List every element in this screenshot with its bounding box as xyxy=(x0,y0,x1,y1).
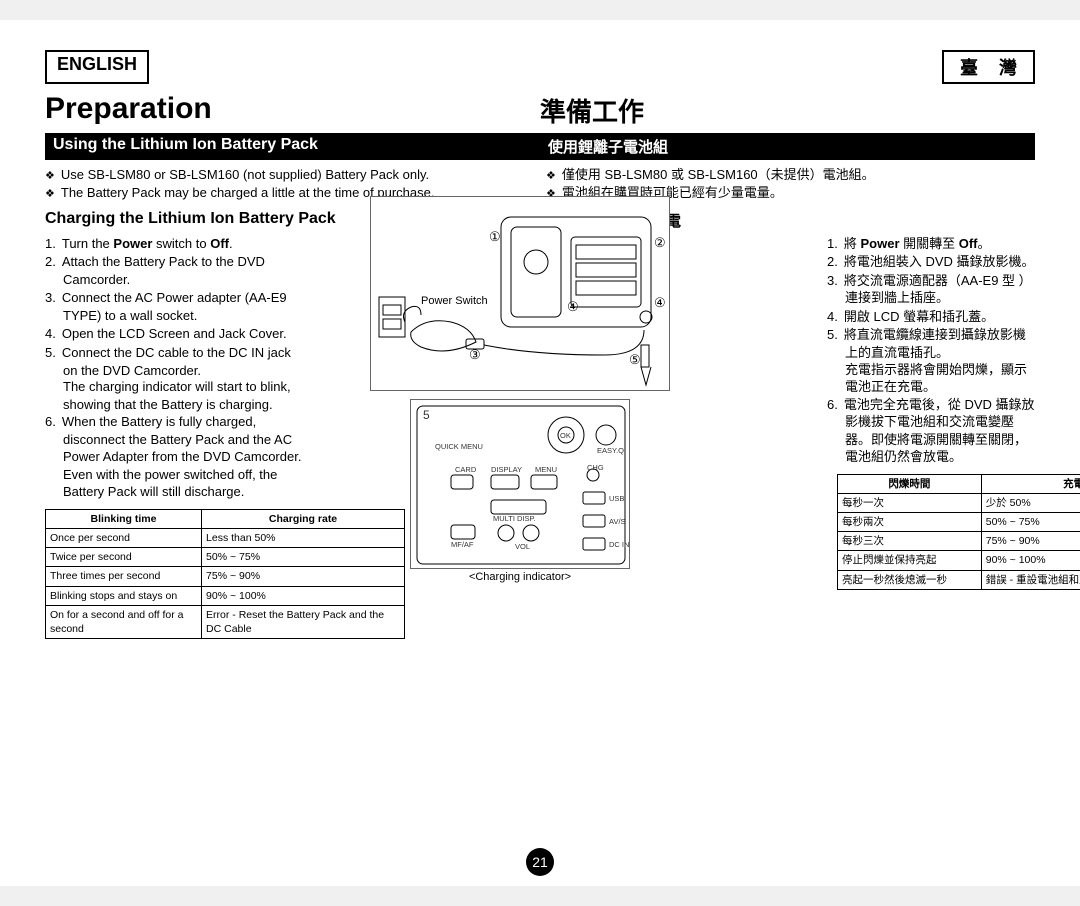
panel-lbl-display: DISPLAY xyxy=(491,465,522,474)
table-header: 充電率 xyxy=(981,474,1080,493)
callout-5: ⑤ xyxy=(629,352,641,368)
table-row: 每秒三次75% ~ 90% xyxy=(838,532,1080,551)
table-cell: 亮起一秒然後熄滅一秒 xyxy=(838,570,982,589)
callout-3: ③ xyxy=(469,347,481,363)
charging-table-zh: 閃爍時間充電率每秒一次少於 50%每秒兩次50% ~ 75%每秒三次75% ~ … xyxy=(837,474,1080,590)
table-cell: 每秒一次 xyxy=(838,493,982,512)
table-cell: 90% ~ 100% xyxy=(981,551,1080,570)
page-title-en: Preparation xyxy=(45,92,540,126)
table-row: 每秒一次少於 50% xyxy=(838,493,1080,512)
panel-five: 5 xyxy=(423,408,430,422)
panel-lbl-quick: QUICK MENU xyxy=(435,442,483,451)
table-row: 亮起一秒然後熄滅一秒錯誤 - 重設電池組和直流電纜線 xyxy=(838,570,1080,589)
panel-lbl-multi: MULTI DISP. xyxy=(493,514,536,523)
table-header: 閃爍時間 xyxy=(838,474,982,493)
steps-list-en: Turn the Power switch to Off.Attach the … xyxy=(45,235,305,501)
table-cell: 停止閃爍並保持亮起 xyxy=(838,551,982,570)
table-row: 每秒兩次50% ~ 75% xyxy=(838,513,1080,532)
step-sub: 充電指示器將會開始閃爍，顯示電池正在充電。 xyxy=(827,361,1035,396)
page-titles: Preparation 準備工作 xyxy=(45,92,1035,129)
panel-lbl-avs: AV/S xyxy=(609,517,626,526)
page-number-badge: 21 xyxy=(526,848,554,876)
table-cell: 每秒兩次 xyxy=(838,513,982,532)
panel-caption: <Charging indicator> xyxy=(370,571,670,583)
table-cell: Twice per second xyxy=(46,548,202,567)
page-title-zh: 準備工作 xyxy=(540,92,1035,129)
table-cell: Three times per second xyxy=(46,567,202,586)
step-sub: The charging indicator will start to bli… xyxy=(45,378,305,413)
table-cell: 50% ~ 75% xyxy=(981,513,1080,532)
section-heading-zh: 使用鋰離子電池組 xyxy=(540,133,1035,160)
table-cell: 少於 50% xyxy=(981,493,1080,512)
steps-column-zh: 將 Power 開關轉至 Off。將電池組裝入 DVD 攝錄放影機。將交流電源適… xyxy=(815,235,1035,639)
step-item: 開啟 LCD 螢幕和插孔蓋。 xyxy=(827,308,1035,326)
language-english-label: ENGLISH xyxy=(45,50,149,84)
panel-lbl-dcin: DC IN xyxy=(609,540,629,549)
step-item: 將電池組裝入 DVD 攝錄放影機。 xyxy=(827,253,1035,271)
step-item: 將 Power 開關轉至 Off。 xyxy=(827,235,1035,253)
connection-diagram: ① ② ③ ④ ④ ⑤ Power Switch xyxy=(370,196,670,391)
power-switch-label: Power Switch xyxy=(421,295,488,307)
step-item: Connect the AC Power adapter (AA-E9 TYPE… xyxy=(45,289,305,324)
panel-lbl-ok: OK xyxy=(560,431,571,440)
panel-lbl-easy: EASY.Q xyxy=(597,446,624,455)
panel-diagram-wrap: 5 QUICK MENU CARD DISPLAY MENU MULTI DIS… xyxy=(370,399,670,583)
steps-column-en: Turn the Power switch to Off.Attach the … xyxy=(45,235,305,639)
table-cell: Blinking stops and stays on xyxy=(46,586,202,605)
step-item: Turn the Power switch to Off. xyxy=(45,235,305,253)
step-item: Attach the Battery Pack to the DVD Camco… xyxy=(45,253,305,288)
step-item: 將交流電源適配器（AA-E9 型 ）連接到牆上插座。 xyxy=(827,272,1035,307)
diagram-area: ① ② ③ ④ ④ ⑤ Power Switch xyxy=(370,196,670,583)
callout-4a: ④ xyxy=(567,299,579,315)
table-header: Blinking time xyxy=(46,509,202,528)
panel-lbl-vol: VOL xyxy=(515,542,530,551)
step-item: When the Battery is fully charged, disco… xyxy=(45,413,305,501)
step-item: Open the LCD Screen and Jack Cover. xyxy=(45,325,305,343)
language-header-row: ENGLISH 臺 灣 xyxy=(45,50,1035,84)
diagram-illustration xyxy=(371,197,671,392)
callout-4b: ④ xyxy=(654,295,666,311)
step-item: 電池完全充電後，從 DVD 攝錄放影機拔下電池組和交流電變壓器。即使將電源開關轉… xyxy=(827,396,1035,466)
step-item: 將直流電纜線連接到攝錄放影機上的直流電插孔。 xyxy=(827,326,1035,361)
panel-lbl-menu: MENU xyxy=(535,465,557,474)
language-taiwan-label: 臺 灣 xyxy=(942,50,1035,84)
table-cell: On for a second and off for a second xyxy=(46,605,202,638)
callout-2: ② xyxy=(654,235,666,251)
panel-lbl-usb: USB xyxy=(609,494,624,503)
panel-lbl-card: CARD xyxy=(455,465,476,474)
bullet-item: Use SB-LSM80 or SB-LSM160 (not supplied)… xyxy=(45,166,534,184)
table-cell: Once per second xyxy=(46,529,202,548)
panel-lbl-chg: CHG xyxy=(587,463,604,472)
callout-1: ① xyxy=(489,229,501,245)
panel-lbl-mfaf: MF/AF xyxy=(451,540,474,549)
steps-list-zh: 將 Power 開關轉至 Off。將電池組裝入 DVD 攝錄放影機。將交流電源適… xyxy=(827,235,1035,466)
bullet-item: 僅使用 SB-LSM80 或 SB-LSM160（未提供）電池組。 xyxy=(546,166,1035,184)
table-row: 停止閃爍並保持亮起90% ~ 100% xyxy=(838,551,1080,570)
table-cell: 每秒三次 xyxy=(838,532,982,551)
step-item: Connect the DC cable to the DC IN jack o… xyxy=(45,344,305,379)
control-panel-diagram: 5 QUICK MENU CARD DISPLAY MENU MULTI DIS… xyxy=(410,399,630,569)
manual-page: ENGLISH 臺 灣 Preparation 準備工作 Using the L… xyxy=(0,20,1080,886)
section-heading-bar: Using the Lithium Ion Battery Pack 使用鋰離子… xyxy=(45,133,1035,160)
table-cell: 錯誤 - 重設電池組和直流電纜線 xyxy=(981,570,1080,589)
section-heading-en: Using the Lithium Ion Battery Pack xyxy=(45,133,540,160)
table-cell: 75% ~ 90% xyxy=(981,532,1080,551)
